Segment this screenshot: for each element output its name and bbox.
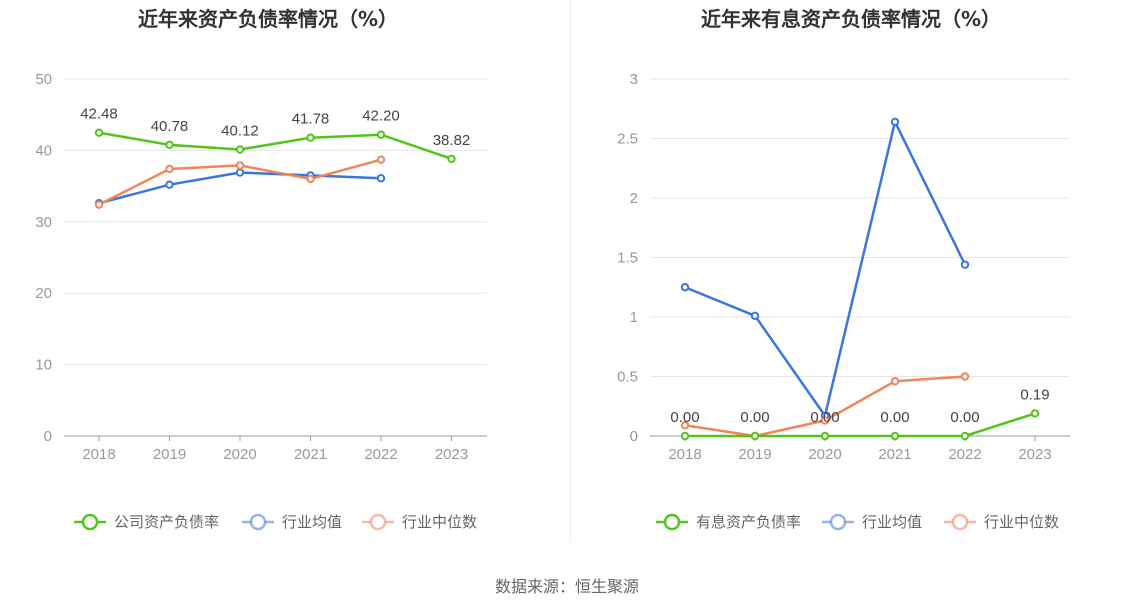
chart-title: 近年来资产负债率情况（%） xyxy=(138,7,398,31)
x-tick-label: 2021 xyxy=(878,446,911,463)
x-tick-label: 2019 xyxy=(153,446,186,463)
data-point xyxy=(1030,409,1040,418)
legend-item-2[interactable]: 行业中位数 xyxy=(362,513,477,531)
legend-label: 有息资产负债率 xyxy=(696,513,801,531)
data-label: 0.00 xyxy=(740,409,769,426)
data-point xyxy=(750,311,760,321)
data-point xyxy=(680,283,690,292)
y-tick-label: 0.5 xyxy=(617,369,638,386)
data-label: 0.19 xyxy=(1020,386,1049,403)
legend-marker xyxy=(369,513,387,531)
legend-label: 行业均值 xyxy=(862,513,922,531)
y-tick-label: 2 xyxy=(630,190,638,207)
y-tick-label: 2.5 xyxy=(617,131,638,148)
data-point xyxy=(890,117,900,127)
data-point xyxy=(376,155,386,164)
data-point xyxy=(235,168,245,177)
data-point xyxy=(306,133,315,142)
data-point xyxy=(376,130,386,139)
x-tick-label: 2023 xyxy=(1018,446,1051,463)
data-point xyxy=(820,431,830,441)
data-label: 0.00 xyxy=(810,409,839,426)
y-tick-label: 3 xyxy=(630,71,638,88)
data-label: 42.48 xyxy=(80,106,118,123)
data-label: 38.82 xyxy=(433,132,471,149)
data-label: 0.00 xyxy=(670,409,699,426)
x-tick-label: 2023 xyxy=(435,446,468,463)
x-tick-label: 2018 xyxy=(82,446,115,463)
data-point xyxy=(235,145,245,154)
legend-marker xyxy=(829,513,847,531)
data-point xyxy=(94,200,104,209)
y-tick-label: 10 xyxy=(35,357,52,374)
legend-label: 行业均值 xyxy=(282,513,342,531)
data-label: 41.78 xyxy=(292,111,330,128)
y-tick-label: 30 xyxy=(35,214,52,231)
data-source-note: 数据来源：恒生聚源 xyxy=(495,577,639,596)
legend-item-0[interactable]: 有息资产负债率 xyxy=(656,513,801,531)
data-point xyxy=(165,180,174,189)
y-tick-label: 50 xyxy=(35,71,52,88)
series-line-0 xyxy=(98,131,452,161)
chart-title: 近年来有息资产负债率情况（%） xyxy=(701,7,1001,31)
legend-item-0[interactable]: 公司资产负债率 xyxy=(74,513,219,531)
legend-marker xyxy=(951,513,969,531)
data-point xyxy=(94,128,104,137)
y-tick-label: 1 xyxy=(630,309,638,326)
x-tick-label: 2018 xyxy=(668,446,701,463)
data-point xyxy=(165,164,174,174)
data-point xyxy=(680,421,690,430)
data-point xyxy=(820,416,830,425)
x-tick-label: 2022 xyxy=(948,446,981,463)
data-point xyxy=(376,174,386,183)
x-tick-label: 2020 xyxy=(808,446,841,463)
data-point xyxy=(750,431,760,441)
x-tick-label: 2021 xyxy=(294,446,327,463)
data-point xyxy=(960,372,970,381)
debt-ratio-chart: 近年来资产负债率情况（%） 0 10 20 30 40 50 2018 2019 2020 2021… xyxy=(35,7,487,531)
legend-marker xyxy=(81,513,99,531)
data-label: 42.20 xyxy=(362,108,400,125)
data-point xyxy=(960,431,970,441)
legend-label: 行业中位数 xyxy=(402,513,477,531)
y-tick-label: 0 xyxy=(44,428,52,445)
data-point xyxy=(447,154,456,164)
data-point xyxy=(165,140,174,150)
series-line-0 xyxy=(685,412,1036,438)
legend-label: 公司资产负债率 xyxy=(114,513,219,531)
x-tick-label: 2020 xyxy=(223,446,256,463)
data-point xyxy=(680,431,690,441)
data-label: 40.12 xyxy=(221,123,259,140)
interest-bearing-debt-ratio-chart: 近年来有息资产负债率情况（%） 0 0.5 1 1.5 2 2.5 3 2018 2019 2020… xyxy=(617,7,1070,531)
series-line-2 xyxy=(684,375,966,438)
data-label: 0.00 xyxy=(950,409,979,426)
data-label: 40.78 xyxy=(151,118,189,135)
y-tick-label: 1.5 xyxy=(617,250,638,267)
data-point xyxy=(235,161,245,170)
legend-marker xyxy=(249,513,267,531)
legend-marker xyxy=(663,513,681,531)
data-point xyxy=(890,431,900,441)
series-line-1 xyxy=(98,171,382,205)
legend-label: 行业中位数 xyxy=(984,513,1059,531)
data-point xyxy=(306,174,315,184)
data-label: 0.00 xyxy=(880,409,909,426)
y-tick-label: 0 xyxy=(630,428,638,445)
x-tick-label: 2019 xyxy=(738,446,771,463)
legend-item-1[interactable]: 行业均值 xyxy=(242,513,342,531)
y-tick-label: 20 xyxy=(35,285,52,302)
data-point xyxy=(890,377,900,386)
legend-item-1[interactable]: 行业均值 xyxy=(822,513,922,531)
x-tick-label: 2022 xyxy=(364,446,397,463)
data-point xyxy=(960,260,970,269)
series-line-1 xyxy=(684,120,967,418)
legend-item-2[interactable]: 行业中位数 xyxy=(944,513,1059,531)
y-tick-label: 40 xyxy=(35,142,52,159)
